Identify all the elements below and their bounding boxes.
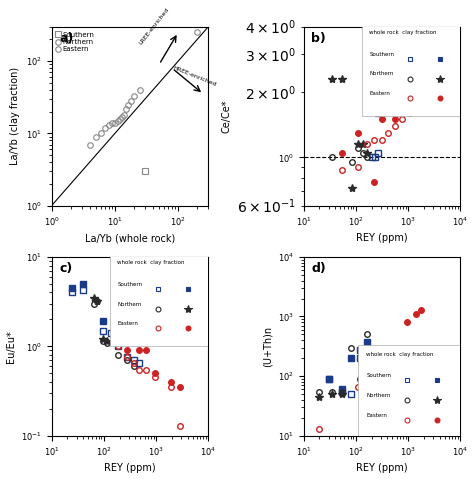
X-axis label: La/Yb (whole rock): La/Yb (whole rock)	[85, 233, 175, 243]
FancyBboxPatch shape	[358, 344, 464, 437]
Text: Northern: Northern	[369, 71, 394, 77]
Text: Southern: Southern	[118, 282, 143, 287]
Text: whole rock  clay fraction: whole rock clay fraction	[366, 352, 434, 357]
Y-axis label: La/Yb (clay fraction): La/Yb (clay fraction)	[10, 67, 20, 165]
Text: Southern: Southern	[366, 373, 392, 378]
Legend: Southern, Northern, Eastern: Southern, Northern, Eastern	[55, 30, 95, 54]
Text: whole rock  clay fraction: whole rock clay fraction	[369, 30, 437, 35]
FancyBboxPatch shape	[109, 253, 210, 346]
Text: whole rock  clay fraction: whole rock clay fraction	[118, 261, 185, 265]
Text: a): a)	[59, 32, 74, 45]
Text: LREE-enriched: LREE-enriched	[138, 7, 170, 46]
Y-axis label: (U+Th)n: (U+Th)n	[262, 326, 272, 367]
Text: Eastern: Eastern	[369, 91, 390, 96]
X-axis label: REY (ppm): REY (ppm)	[356, 233, 408, 243]
Text: b): b)	[311, 32, 326, 45]
Y-axis label: Eu/Eu*: Eu/Eu*	[6, 330, 16, 363]
Text: d): d)	[311, 262, 326, 275]
FancyBboxPatch shape	[362, 23, 462, 116]
Text: Northern: Northern	[366, 393, 391, 398]
Text: c): c)	[59, 262, 73, 275]
Y-axis label: Ce/Ce*: Ce/Ce*	[221, 100, 231, 133]
Text: Southern: Southern	[369, 52, 394, 57]
Text: Eastern: Eastern	[366, 412, 387, 418]
X-axis label: REY (ppm): REY (ppm)	[356, 464, 408, 473]
Text: Northern: Northern	[118, 302, 142, 307]
Text: HREE-enriched: HREE-enriched	[172, 65, 217, 87]
Text: Eastern: Eastern	[118, 321, 138, 326]
X-axis label: REY (ppm): REY (ppm)	[104, 464, 156, 473]
